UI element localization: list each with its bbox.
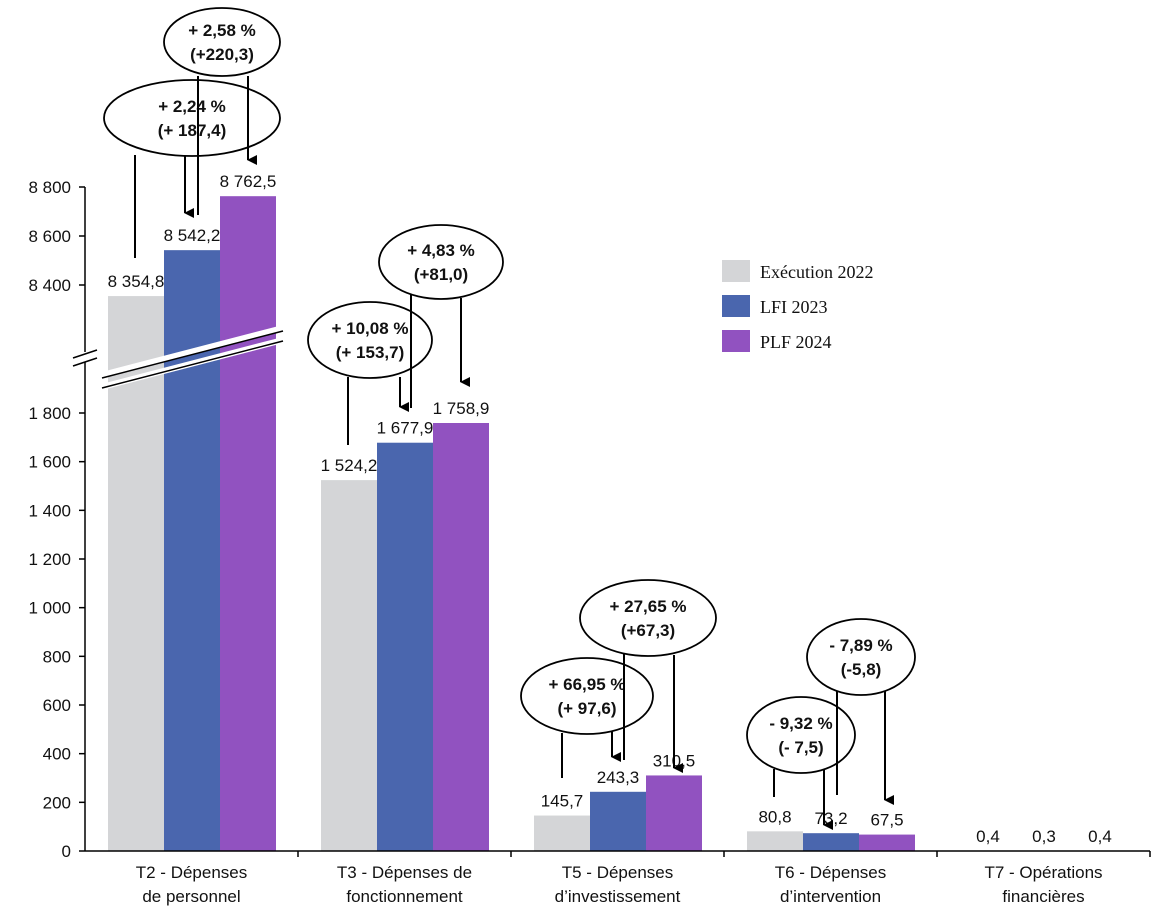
x-tick-label: T7 - Opérations [984,863,1102,882]
annotation-delta: (- 7,5) [778,738,823,757]
bar-lfi-2023 [164,250,220,851]
data-label: 145,7 [541,792,584,811]
bar-ex-cution-2022 [321,480,377,851]
annotation-delta: (+81,0) [414,265,468,284]
data-label: 0,4 [976,827,1000,846]
x-tick-label: de personnel [142,887,240,906]
annotation-delta: (+ 153,7) [336,343,405,362]
annotation-percent: - 9,32 % [769,714,832,733]
data-label: 8 762,5 [220,172,277,191]
annotation-ellipse [520,657,654,735]
y-tick-label: 1 800 [28,404,71,423]
bar-lfi-2023 [803,833,859,851]
bar-plf-2024 [433,423,489,851]
x-tick-label: T5 - Dépenses [562,863,674,882]
annotation-ellipse [103,79,281,157]
annotation-delta: (+220,3) [190,45,254,64]
legend-swatch [722,295,750,317]
legend-label: Exécution 2022 [760,262,873,282]
y-tick-label: 1 600 [28,453,71,472]
annotation-percent: + 4,83 % [407,241,475,260]
y-tick-label: 8 800 [28,178,71,197]
y-tick-label: 0 [62,842,71,861]
data-label: 0,3 [1032,827,1056,846]
data-label: 1 758,9 [433,399,490,418]
data-label: 8 542,2 [164,226,221,245]
axis-break-mark [72,349,98,359]
y-tick-label: 1 400 [28,501,71,520]
x-tick-label: financières [1002,887,1084,906]
annotation-ellipse [307,301,433,379]
x-tick-label: d’investissement [555,887,681,906]
annotation-ellipse [579,579,717,657]
annotation-ellipse [163,7,281,77]
x-tick-label: T2 - Dépenses [136,863,248,882]
annotation-delta: (+ 97,6) [557,699,616,718]
legend-label: PLF 2024 [760,332,832,352]
data-label: 8 354,8 [108,272,165,291]
x-tick-label: d’intervention [780,887,881,906]
annotation-percent: + 27,65 % [609,597,686,616]
legend-label: LFI 2023 [760,297,828,317]
annotation-percent: + 2,24 % [158,97,226,116]
bar-ex-cution-2022 [747,831,803,851]
y-tick-label: 8 400 [28,276,71,295]
y-tick-label: 8 600 [28,227,71,246]
annotation-delta: (-5,8) [841,660,882,679]
annotation-ellipse [378,224,504,300]
y-tick-label: 600 [43,696,71,715]
axis-break-mark [72,357,98,367]
annotation-delta: (+ 187,4) [158,121,227,140]
data-label: 67,5 [870,811,903,830]
bar-ex-cution-2022 [534,815,590,851]
axis-break-band [101,337,284,390]
axis-break-band [101,325,284,378]
axis-break-line [101,330,284,379]
data-label: 1 524,2 [321,456,378,475]
legend-swatch [722,330,750,352]
annotation-percent: + 2,58 % [188,21,256,40]
annotation-percent: + 10,08 % [331,319,408,338]
x-tick-label: T6 - Dépenses [775,863,887,882]
data-label: 0,4 [1088,827,1112,846]
y-tick-label: 400 [43,745,71,764]
y-tick-label: 800 [43,647,71,666]
annotation-ellipse [806,618,916,696]
axis-break-line [101,340,284,389]
x-tick-label: fonctionnement [346,887,463,906]
annotation-ellipse [746,696,856,774]
y-tick-label: 1 000 [28,599,71,618]
data-label: 80,8 [758,807,791,826]
annotation-percent: - 7,89 % [829,636,892,655]
legend-swatch [722,260,750,282]
bar-ex-cution-2022 [108,296,164,852]
data-label: 243,3 [597,768,640,787]
y-tick-label: 200 [43,793,71,812]
bar-plf-2024 [646,775,702,851]
bar-plf-2024 [220,196,276,851]
bar-plf-2024 [859,834,915,851]
annotation-percent: + 66,95 % [548,675,625,694]
y-tick-label: 1 200 [28,550,71,569]
data-label: 1 677,9 [377,419,434,438]
annotation-delta: (+67,3) [621,621,675,640]
x-tick-label: T3 - Dépenses de [337,863,472,882]
bar-lfi-2023 [377,442,433,851]
bar-lfi-2023 [590,791,646,851]
data-label: 73,2 [814,809,847,828]
